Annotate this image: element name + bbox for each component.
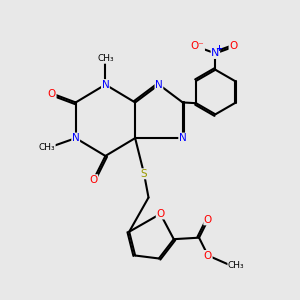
- Text: O: O: [156, 209, 164, 219]
- Text: N: N: [101, 80, 109, 90]
- Text: O: O: [204, 250, 212, 260]
- Text: N: N: [211, 48, 220, 59]
- Text: +: +: [215, 44, 223, 52]
- Text: O: O: [229, 41, 237, 51]
- Text: N: N: [179, 133, 187, 143]
- Text: N: N: [155, 80, 163, 90]
- Text: S: S: [141, 169, 147, 179]
- Text: O: O: [89, 175, 98, 185]
- Text: O⁻: O⁻: [191, 41, 204, 51]
- Text: O: O: [204, 215, 212, 225]
- Text: N: N: [72, 133, 80, 143]
- Text: CH₃: CH₃: [39, 142, 55, 152]
- Text: CH₃: CH₃: [228, 261, 244, 270]
- Text: O: O: [48, 88, 56, 98]
- Text: CH₃: CH₃: [97, 54, 114, 63]
